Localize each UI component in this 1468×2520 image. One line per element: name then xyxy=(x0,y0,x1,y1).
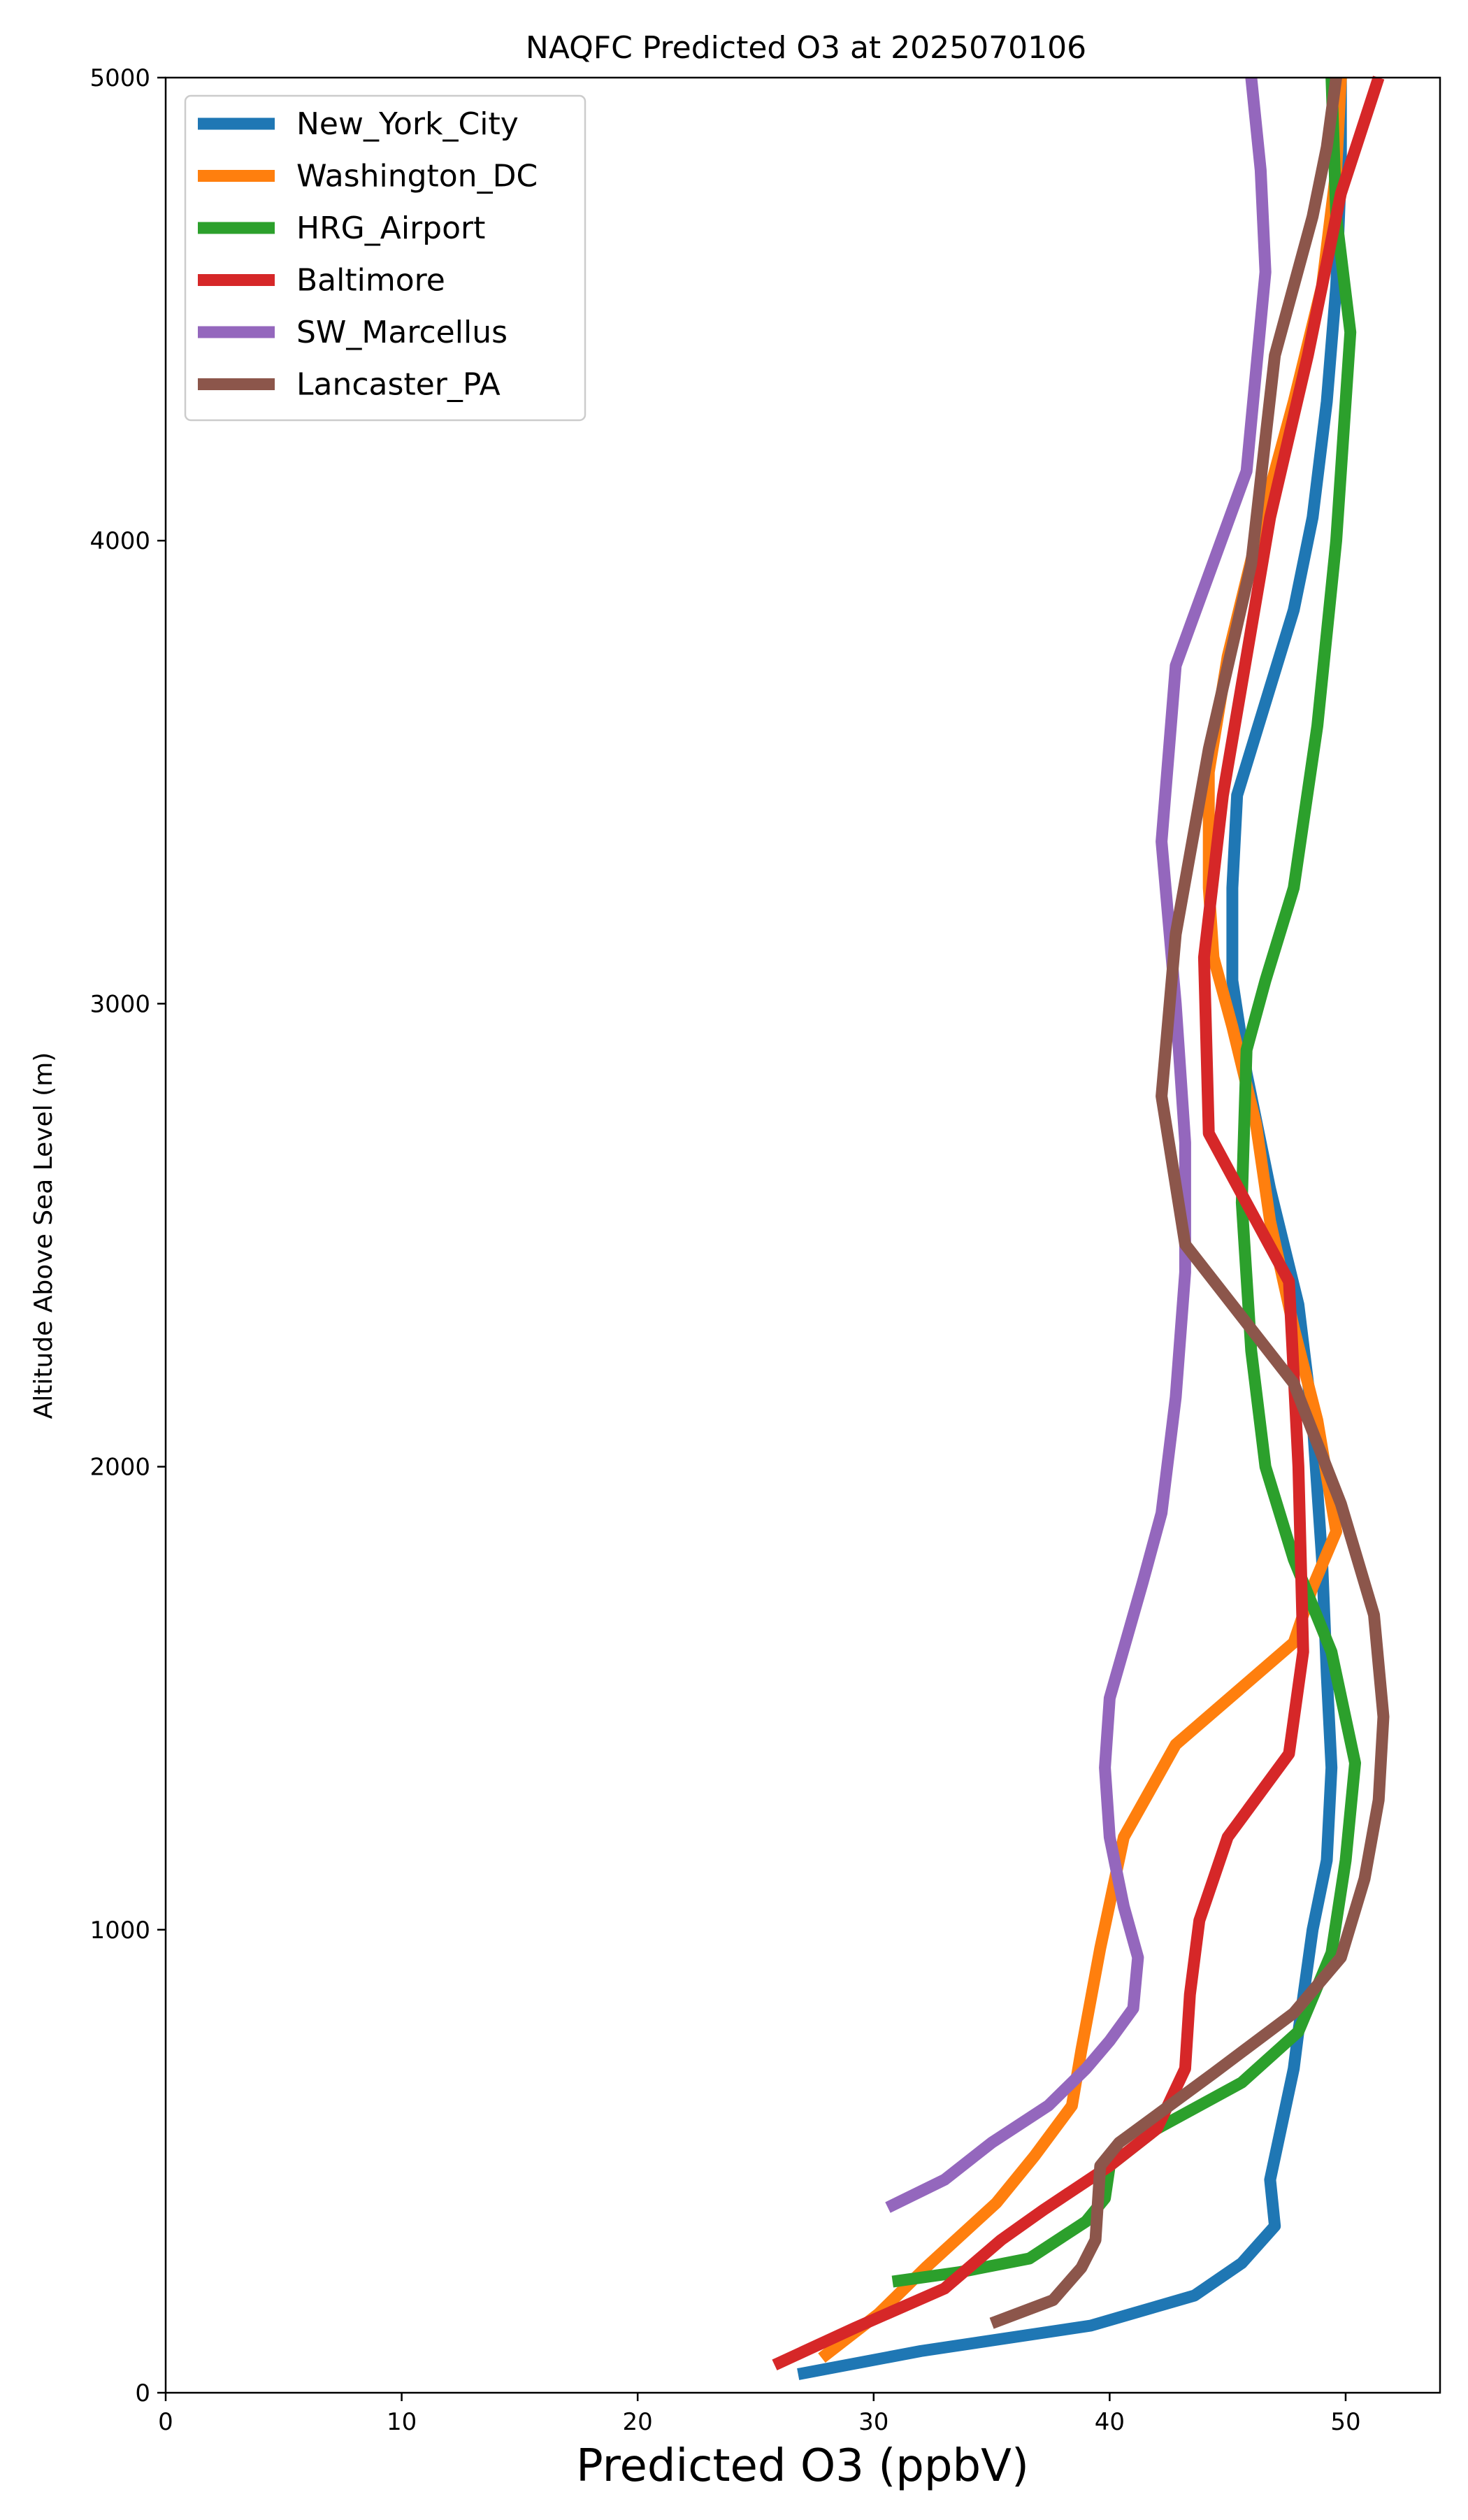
x-tick-label-6: 50 xyxy=(1330,2408,1360,2436)
series-line-6 xyxy=(989,76,1390,2329)
y-axis-ticks: 0 1000 2000 3000 4000 5000 xyxy=(89,64,166,2407)
x-tick-label-3: 20 xyxy=(623,2408,653,2436)
series-line-1 xyxy=(797,78,1347,2380)
series-line-4 xyxy=(772,76,1385,2371)
legend-label-2: Washington_DC xyxy=(296,159,538,194)
series-line-3 xyxy=(891,77,1361,2288)
series-line-5 xyxy=(885,77,1272,2213)
y-tick-label-6: 5000 xyxy=(89,64,150,92)
x-axis-ticks: 0 10 20 30 40 50 xyxy=(158,2393,1361,2436)
x-tick-label-2: 10 xyxy=(387,2408,417,2436)
x-axis-label: Predicted O3 (ppbV) xyxy=(576,2440,1029,2492)
legend-label-4: Baltimore xyxy=(296,263,445,299)
x-tick-label-1: 0 xyxy=(158,2408,173,2436)
y-tick-label-5: 4000 xyxy=(89,527,150,555)
y-axis-label: Altitude Above Sea Level (m) xyxy=(29,1052,58,1419)
x-tick-label-5: 40 xyxy=(1095,2408,1125,2436)
legend-label-1: New_York_City xyxy=(296,106,519,142)
legend-label-6: Lancaster_PA xyxy=(296,367,501,403)
legend-box xyxy=(184,94,587,422)
chart-title: NAQFC Predicted O3 at 2025070106 xyxy=(526,30,1086,66)
y-tick-label-4: 3000 xyxy=(89,990,150,1018)
y-tick-label-2: 1000 xyxy=(89,1917,150,1945)
legend-label-5: SW_Marcellus xyxy=(296,315,508,350)
series-layer xyxy=(772,76,1390,2380)
legend: New_York_City Washington_DC HRG_Airport Bal… xyxy=(184,94,587,422)
x-tick-label-4: 30 xyxy=(858,2408,888,2436)
plot-frame xyxy=(164,76,1441,2394)
y-tick-label-1: 0 xyxy=(135,2379,150,2407)
y-tick-label-3: 2000 xyxy=(89,1454,150,1482)
legend-label-3: HRG_Airport xyxy=(296,210,485,246)
